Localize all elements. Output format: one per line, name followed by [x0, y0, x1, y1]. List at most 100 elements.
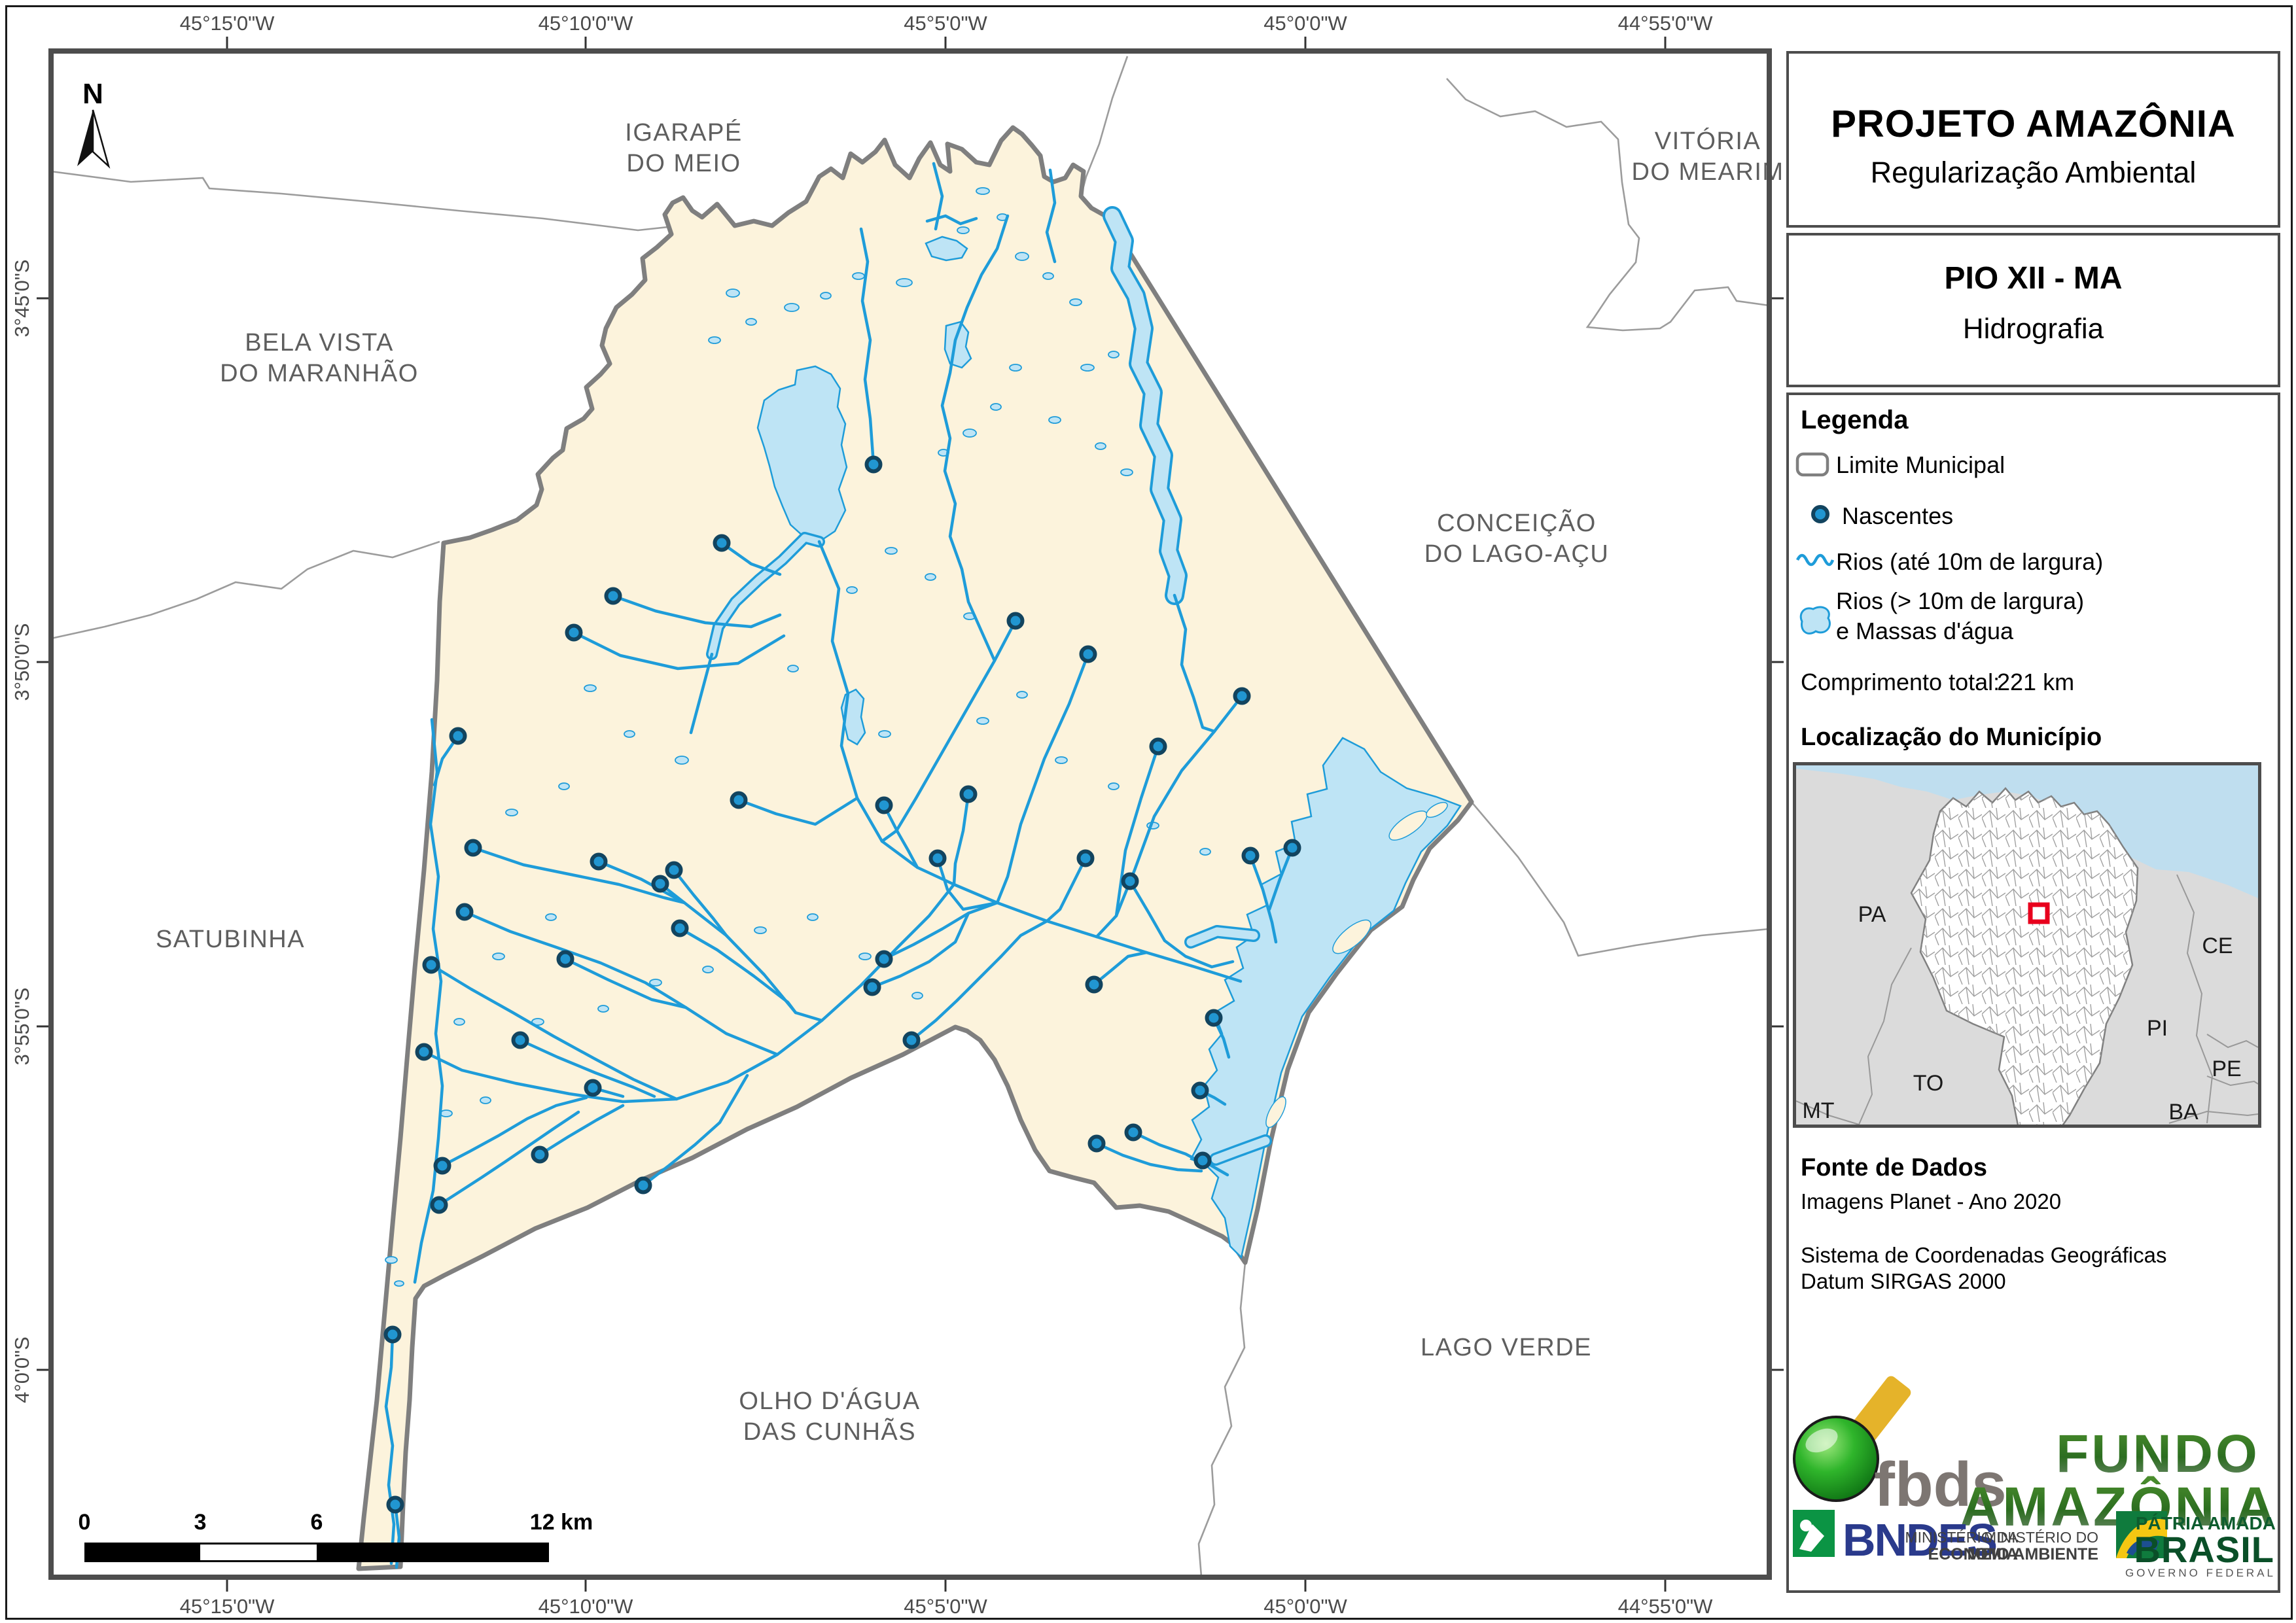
small-pond [963, 428, 977, 438]
patria-amada-text: PÁTRIA AMADA [2136, 1513, 2276, 1533]
lat-label-left: 3°55'0"S [10, 988, 33, 1066]
nascente-dot [433, 1157, 451, 1175]
north-label: N [82, 78, 103, 110]
river-line [1092, 951, 1148, 986]
locator-map: PA CE PI PE TO BA MT [1793, 762, 2261, 1128]
legend-item-rios-largos: Rios (> 10m de largura) [1836, 587, 2085, 614]
source-heading: Fonte de Dados [1801, 1154, 1988, 1181]
river-line [572, 631, 786, 671]
nascente-dot [531, 1145, 549, 1164]
nascente-dot [584, 1079, 602, 1097]
governo-federal-text: GOVERNO FEDERAL [2125, 1567, 2276, 1579]
river-line-symbol [1795, 553, 1835, 567]
total-length-value: 221 km [1997, 669, 2075, 695]
small-pond [745, 318, 757, 326]
river-line [437, 1110, 580, 1207]
small-pond [492, 952, 505, 960]
brasil-text: BRASIL [2134, 1529, 2274, 1570]
small-pond [1009, 364, 1022, 372]
locator-state-boundary [2168, 1110, 2258, 1124]
locator-state-boundary [2206, 1075, 2258, 1087]
small-pond [976, 717, 989, 725]
small-pond [885, 547, 898, 555]
nascente-dot [415, 1043, 433, 1061]
location-heading: Localização do Município [1801, 724, 2102, 751]
river-line [678, 926, 798, 1015]
spring-dot-symbol [1811, 505, 1829, 523]
small-pond [1080, 364, 1095, 372]
neighbor-municipality-label: DO LAGO-AÇU [1424, 540, 1610, 568]
wide-river-channel-fill [708, 534, 823, 658]
nascente-dot [604, 587, 622, 605]
small-pond [1015, 252, 1029, 261]
small-pond [385, 1256, 398, 1264]
lon-label-bottom: 44°55'0"W [1618, 1595, 1714, 1618]
locator-state-boundary [1858, 947, 1912, 1125]
ministerio-economia-line1: MINISTÉRIO DA [1905, 1529, 2018, 1546]
title-box [1786, 51, 2280, 228]
nascente-dot [902, 1031, 921, 1049]
source-line2: Sistema de Coordenadas Geográficas [1801, 1243, 2167, 1267]
neighbor-municipality-label: IGARAPÉ [625, 118, 742, 147]
locator-state-label: MT [1802, 1098, 1834, 1123]
lat-label-left: 4°0'0"S [10, 1336, 33, 1403]
small-pond [1108, 351, 1120, 358]
project-title: PROJETO AMAZÔNIA [1831, 103, 2236, 145]
river-line [925, 214, 978, 226]
river-line [882, 803, 919, 869]
nascente-dot [449, 727, 467, 745]
neighbor-boundary-line [1197, 1262, 1246, 1577]
scalebar-label: 6 [311, 1510, 323, 1535]
river-line [611, 594, 782, 629]
source-line3: Datum SIRGAS 2000 [1801, 1269, 2006, 1293]
nascente-dot [565, 623, 583, 642]
small-pond [858, 952, 872, 960]
river-line [563, 957, 688, 1009]
river-line [1045, 856, 1087, 923]
small-pond [820, 292, 832, 300]
locator-state-boundary [1796, 1100, 1860, 1125]
nascente-dot [713, 534, 731, 552]
nascente-dot [556, 950, 574, 968]
neighbor-boundary-line [50, 170, 703, 232]
fundo-amazonia-logo: FUNDO AMAZÔNIA [1960, 1424, 2275, 1537]
lon-label-top: 45°0'0"W [1263, 12, 1347, 35]
river-line [859, 227, 875, 466]
small-pond [1095, 442, 1106, 450]
nascente-dot [651, 875, 669, 893]
small-pond [1042, 272, 1054, 280]
small-pond [1048, 416, 1061, 424]
small-pond [597, 1005, 609, 1013]
small-pond [440, 1109, 453, 1117]
river-line [995, 652, 1090, 905]
lon-label-bottom: 45°5'0"W [904, 1595, 987, 1618]
lon-label-top: 45°10'0"W [539, 12, 634, 35]
small-pond [1108, 782, 1120, 790]
river-line [672, 868, 728, 937]
scalebar-label: 0 [79, 1510, 91, 1535]
nascente-dot [464, 839, 482, 857]
river-line [641, 1073, 749, 1187]
river-line [440, 1096, 588, 1168]
nascente-dot [1006, 612, 1025, 630]
lon-label-bottom: 45°10'0"W [539, 1595, 634, 1618]
small-pond [702, 966, 714, 973]
small-pond [545, 913, 557, 921]
river-line [384, 1333, 396, 1565]
nascente-dot [430, 1196, 448, 1214]
nascente-dot [1233, 687, 1251, 705]
neighbor-boundary-line [50, 540, 440, 640]
locator-ocean [1796, 765, 2258, 898]
river-line [910, 919, 1049, 1042]
small-pond [453, 1018, 465, 1026]
bndes-logo: BNDES [1793, 1510, 1998, 1565]
small-pond [976, 187, 990, 195]
river-line [737, 796, 859, 826]
municipality-title: PIO XII - MA [1944, 261, 2123, 296]
map-frame [48, 48, 1772, 1580]
logos-block: fbds FUNDO AMAZÔNIA BNDES MINISTÉRIO DA … [1793, 1376, 2276, 1579]
lon-label-top: 45°15'0"W [180, 12, 275, 35]
small-pond [1199, 848, 1211, 856]
river-line [940, 214, 1010, 663]
